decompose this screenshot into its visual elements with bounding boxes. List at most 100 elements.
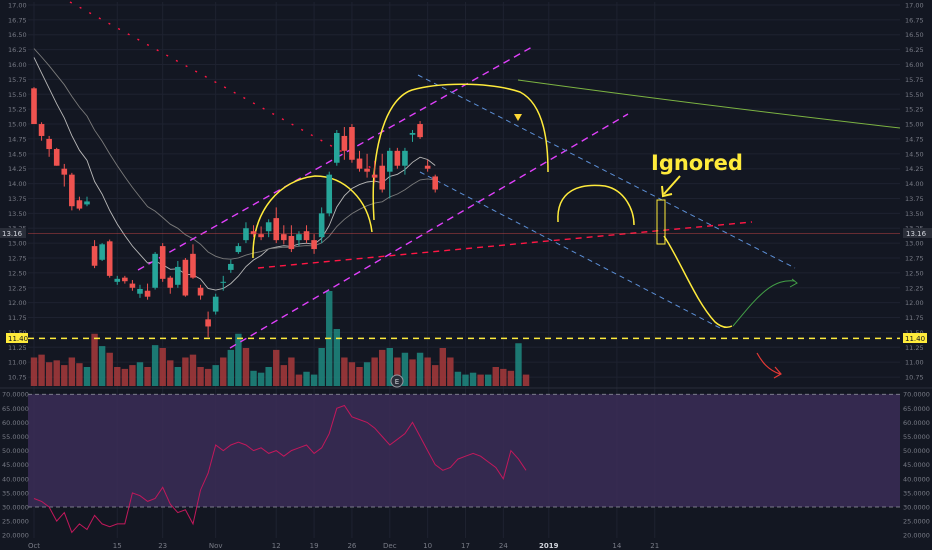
candle-body	[417, 124, 423, 138]
candle[interactable]	[311, 234, 317, 254]
candle[interactable]	[258, 226, 264, 241]
candle[interactable]	[167, 275, 174, 294]
rsi-tick-label-right: 60.0000	[903, 419, 930, 427]
earnings-event-marker[interactable]: E	[390, 374, 404, 388]
volume-bar	[106, 352, 113, 386]
candle[interactable]	[61, 163, 68, 187]
candle[interactable]	[122, 275, 128, 284]
price-tick-label-right: 15.50	[905, 91, 924, 99]
rsi-tick-label-left: 20.0000	[2, 532, 29, 540]
price-tick-label-right: 12.50	[905, 269, 924, 277]
volume-bar	[295, 374, 303, 386]
candlesticks[interactable]	[31, 87, 439, 338]
rsi-tick-label-left: 60.0000	[2, 419, 29, 427]
candle-body	[265, 222, 272, 232]
candle[interactable]	[432, 174, 439, 193]
candle[interactable]	[220, 275, 227, 291]
candle[interactable]	[144, 283, 151, 300]
candle-body	[379, 165, 386, 190]
candle[interactable]	[205, 311, 211, 338]
candle[interactable]	[159, 243, 166, 282]
candle[interactable]	[152, 252, 158, 290]
red-scenario-curve	[756, 352, 781, 375]
price-tick-label-left: 15.00	[8, 121, 27, 129]
candle-body	[424, 165, 431, 169]
candle[interactable]	[212, 293, 219, 315]
volume-bar	[280, 365, 288, 386]
candle[interactable]	[265, 219, 272, 238]
time-tick-label: Oct	[28, 542, 40, 550]
candle-body	[243, 228, 249, 241]
candle[interactable]	[386, 147, 393, 199]
candle-body	[175, 266, 181, 285]
candle[interactable]	[379, 153, 386, 193]
candle[interactable]	[53, 147, 60, 166]
candle[interactable]	[409, 130, 416, 142]
ignored-annotation: Ignored	[651, 151, 743, 175]
candle-body	[137, 288, 143, 294]
candle[interactable]	[371, 160, 378, 183]
time-tick-label: 14	[612, 542, 621, 550]
candle[interactable]	[69, 172, 75, 211]
candle[interactable]	[349, 124, 355, 163]
candle[interactable]	[129, 280, 136, 291]
price-tick-label-left: 11.50	[8, 329, 27, 337]
candle[interactable]	[424, 159, 431, 172]
candle[interactable]	[273, 207, 280, 244]
projection-curve	[663, 235, 733, 328]
candle[interactable]	[250, 225, 257, 238]
candle[interactable]	[38, 122, 45, 141]
candle[interactable]	[137, 284, 143, 298]
price-tick-label-left: 17.00	[8, 1, 27, 9]
candle[interactable]	[114, 275, 121, 285]
candle[interactable]	[31, 87, 37, 125]
candle[interactable]	[190, 244, 196, 279]
candle-body	[129, 283, 136, 288]
volume-bar	[68, 357, 76, 386]
candle[interactable]	[417, 121, 423, 139]
volume-bar	[257, 372, 265, 386]
candle[interactable]	[106, 239, 113, 278]
price-tick-label-right: 17.00	[905, 1, 924, 9]
candle[interactable]	[235, 243, 242, 254]
candle[interactable]	[281, 225, 287, 245]
candle[interactable]	[341, 127, 348, 160]
candle[interactable]	[318, 207, 325, 244]
candle[interactable]	[402, 147, 408, 175]
red-scenario-arrowhead	[773, 366, 782, 379]
candle[interactable]	[175, 260, 181, 288]
candle[interactable]	[356, 150, 363, 172]
volume-bar	[76, 363, 83, 386]
candle-body	[288, 235, 295, 250]
candle[interactable]	[46, 135, 52, 157]
head-curve	[372, 83, 549, 221]
candle[interactable]	[197, 284, 204, 300]
price-tick-label-right: 15.00	[905, 121, 924, 129]
candle[interactable]	[91, 240, 98, 269]
candle[interactable]	[334, 130, 340, 166]
candle[interactable]	[394, 147, 401, 169]
indicator-lines	[33, 48, 901, 291]
candle[interactable]	[99, 243, 105, 261]
candle[interactable]	[326, 171, 333, 217]
candle[interactable]	[182, 258, 189, 297]
candle[interactable]	[364, 153, 370, 178]
long-moving-average	[517, 79, 901, 129]
candle[interactable]	[76, 196, 83, 211]
candle[interactable]	[303, 225, 310, 244]
candle-body	[326, 174, 333, 214]
candle-body	[409, 132, 416, 135]
candle[interactable]	[288, 225, 295, 253]
price-tick-label-left: 11.25	[8, 344, 27, 352]
volume-bar	[61, 365, 68, 386]
candle[interactable]	[243, 222, 249, 244]
price-tick-label-left: 11.75	[8, 314, 27, 322]
rsi-tick-label-right: 35.0000	[903, 489, 930, 497]
candle[interactable]	[296, 231, 302, 247]
candle[interactable]	[228, 259, 234, 273]
volume-bar	[469, 372, 477, 386]
candle[interactable]	[84, 196, 90, 207]
price-tick-label-left: 12.75	[8, 255, 27, 263]
rsi-tick-label-right: 50.0000	[903, 447, 930, 455]
